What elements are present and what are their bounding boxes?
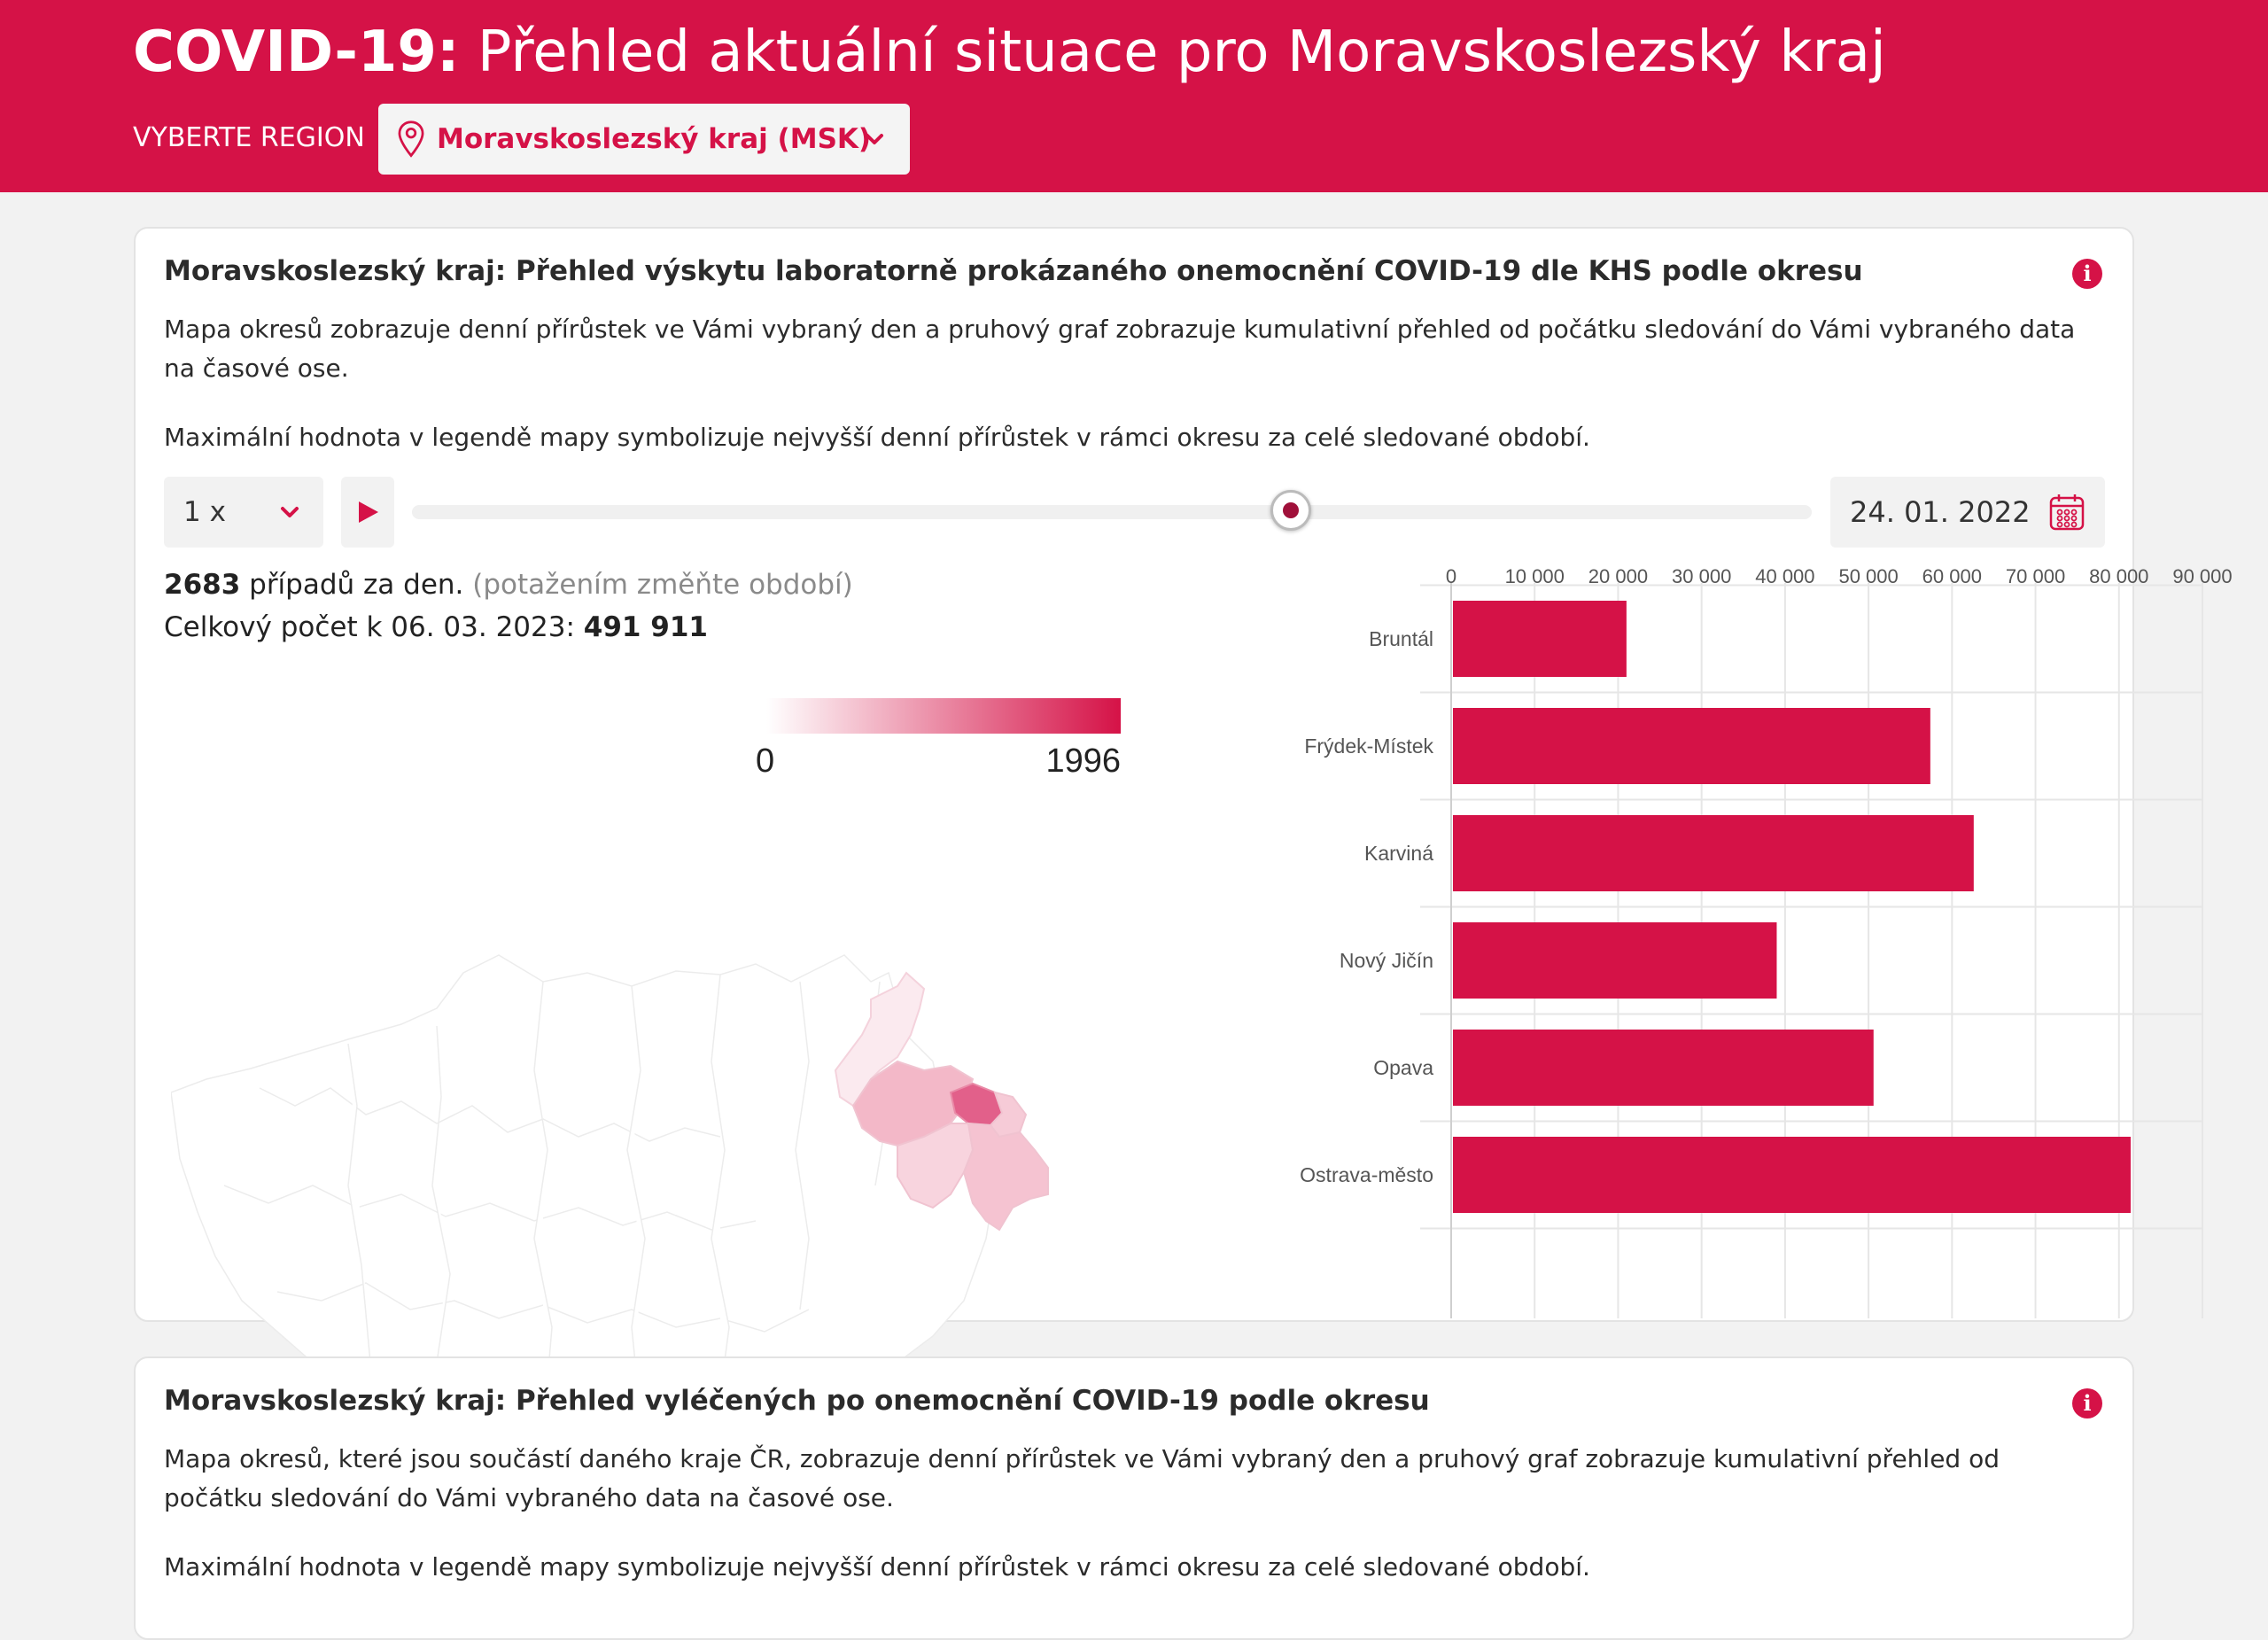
bar[interactable] xyxy=(1453,1137,2131,1213)
app-header: COVID-19: Přehled aktuální situace pro M… xyxy=(0,0,2268,192)
district-map xyxy=(171,954,1049,1443)
legend-max: 1996 xyxy=(1045,742,1121,780)
category-label: Karviná xyxy=(1364,842,1433,865)
district-ostrava-mesto xyxy=(949,1082,1004,1127)
speed-select[interactable]: 1 x xyxy=(164,477,323,548)
card-title: Moravskoslezský kraj: Přehled vyléčených… xyxy=(164,1385,1430,1417)
card-description-legend: Maximální hodnota v legendě mapy symboli… xyxy=(164,423,1590,452)
x-tick-label: 0 xyxy=(1446,565,1456,587)
date-value: 24. 01. 2022 xyxy=(1850,495,2031,529)
x-tick-label: 70 000 xyxy=(2006,565,2065,587)
bar[interactable] xyxy=(1453,1030,1874,1106)
speed-value: 1 x xyxy=(183,496,226,528)
x-tick-label: 10 000 xyxy=(1505,565,1565,587)
x-tick-label: 40 000 xyxy=(1755,565,1814,587)
daily-cases-text: případů za den. xyxy=(240,569,464,601)
card-title: Moravskoslezský kraj: Přehled výskytu la… xyxy=(164,255,1863,287)
bar[interactable] xyxy=(1453,601,1627,677)
total-cases-value: 491 911 xyxy=(583,611,708,643)
location-pin-icon xyxy=(398,120,424,158)
card-description-legend: Maximální hodnota v legendě mapy symboli… xyxy=(164,1552,1590,1582)
legend-gradient xyxy=(766,698,1121,734)
x-tick-label: 20 000 xyxy=(1588,565,1648,587)
timeline-slider-handle[interactable] xyxy=(1270,490,1312,531)
x-tick-label: 30 000 xyxy=(1672,565,1731,587)
region-select[interactable]: Moravskoslezský kraj (MSK) xyxy=(378,104,910,175)
total-cases-text: Celkový počet k 06. 03. 2023: xyxy=(164,611,575,643)
page-title: COVID-19: Přehled aktuální situace pro M… xyxy=(133,19,1886,85)
total-cases: Celkový počet k 06. 03. 2023: 491 911 xyxy=(164,611,708,643)
chevron-down-icon xyxy=(281,507,299,517)
play-button[interactable] xyxy=(341,477,394,548)
category-label: Opava xyxy=(1373,1056,1433,1079)
card-description: Mapa okresů, které jsou součástí daného … xyxy=(164,1444,2000,1512)
cases-card: Moravskoslezský kraj: Přehled výskytu la… xyxy=(134,227,2233,1443)
region-select-value: Moravskoslezský kraj (MSK) xyxy=(437,123,872,155)
calendar-icon xyxy=(2049,494,2085,531)
bar[interactable] xyxy=(1453,708,1930,784)
chevron-down-icon xyxy=(866,134,883,144)
x-tick-label: 60 000 xyxy=(1922,565,1982,587)
page-title-bold: COVID-19: xyxy=(133,19,460,85)
card-description: Mapa okresů zobrazuje denní přírůstek ve… xyxy=(164,315,2076,383)
x-tick-label: 50 000 xyxy=(1838,565,1898,587)
x-tick-label: 90 000 xyxy=(2172,565,2232,587)
date-picker[interactable]: 24. 01. 2022 xyxy=(1830,477,2105,548)
daily-cases: 2683 případů za den. (potažením změňte o… xyxy=(164,569,853,601)
timeline-slider-track[interactable] xyxy=(412,505,1812,519)
recovered-card: Moravskoslezský kraj: Přehled vyléčených… xyxy=(134,1356,2134,1640)
msk-districts xyxy=(834,971,1049,1232)
district-bar-chart: 0 10 000 20 000 30 000 40 000 50 000 60 000 70 … xyxy=(1300,565,2233,1318)
bar[interactable] xyxy=(1453,922,1777,999)
district-frydek-mistek xyxy=(962,1122,1049,1232)
category-label: Bruntál xyxy=(1369,627,1433,650)
category-label: Nový Jičín xyxy=(1340,949,1433,972)
x-tick-label: 80 000 xyxy=(2089,565,2148,587)
bar[interactable] xyxy=(1453,815,1974,891)
daily-cases-value: 2683 xyxy=(164,569,241,601)
category-label: Frýdek-Místek xyxy=(1304,735,1433,758)
daily-cases-hint: (potažením změňte období) xyxy=(472,569,853,601)
legend-min: 0 xyxy=(756,742,775,780)
info-icon[interactable]: i xyxy=(2072,259,2102,289)
category-label: Ostrava-město xyxy=(1300,1163,1433,1186)
play-icon xyxy=(359,501,378,523)
region-label: VYBERTE REGION xyxy=(133,122,365,153)
info-icon[interactable]: i xyxy=(2072,1388,2102,1418)
page-title-rest: Přehled aktuální situace pro Moravskosle… xyxy=(459,19,1886,85)
